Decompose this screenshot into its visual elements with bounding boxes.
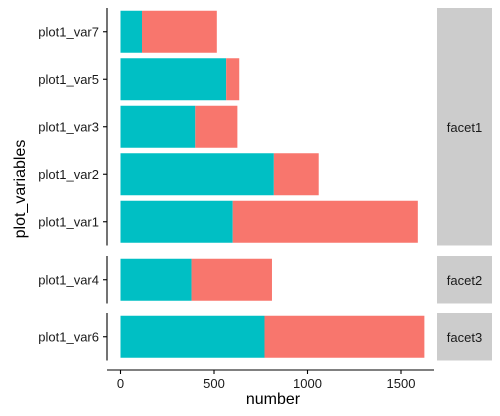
y-tick-label-plot1_var6: plot1_var6 (38, 329, 99, 344)
y-tick-label-plot1_var7: plot1_var7 (38, 24, 99, 39)
bar-segment-salmon-plot1_var6 (264, 315, 425, 358)
y-tick-label-plot1_var4: plot1_var4 (38, 272, 99, 287)
x-axis-title: number (246, 391, 301, 408)
bar-segment-teal-plot1_var7 (120, 10, 143, 53)
facet-strip (437, 256, 492, 304)
facet-panel-2: facet2 plot1_var4 (38, 256, 492, 304)
facet-strip-label: facet3 (447, 330, 482, 345)
bar-segment-teal-plot1_var5 (120, 58, 227, 101)
bar-segment-teal-plot1_var1 (120, 200, 233, 243)
bar-segment-salmon-plot1_var7 (142, 10, 217, 53)
y-tick-label-plot1_var1: plot1_var1 (38, 214, 99, 229)
bar-segment-salmon-plot1_var2 (273, 153, 319, 196)
y-tick-label-plot1_var5: plot1_var5 (38, 72, 99, 87)
bar-segment-teal-plot1_var3 (120, 105, 196, 148)
y-axis-title: plot_variables (12, 140, 29, 239)
facet-panel-3: facet3 plot1_var6 (38, 313, 492, 361)
x-tick-label: 500 (203, 376, 225, 391)
facets-layer: facet1plot1_var1plot1_var2plot1_var3plot… (38, 8, 492, 361)
y-tick-label-plot1_var3: plot1_var3 (38, 119, 99, 134)
bar-segment-salmon-plot1_var1 (232, 200, 418, 243)
x-tick-label: 1500 (387, 376, 416, 391)
bar-segment-salmon-plot1_var4 (191, 258, 272, 301)
facet-panel-1: facet1 plot1_var1 plot1_var2 plot1_var3 plot… (38, 8, 492, 246)
bar-segment-salmon-plot1_var3 (195, 105, 238, 148)
bar-segment-teal-plot1_var2 (120, 153, 274, 196)
x-axis: 0 500 1000 1500 (107, 369, 434, 391)
x-tick-label: 0 (117, 376, 124, 391)
x-tick-label: 1000 (293, 376, 322, 391)
facet-strip (437, 313, 492, 361)
y-tick-label-plot1_var2: plot1_var2 (38, 167, 99, 182)
facet-strip (437, 8, 492, 246)
facet-strip-label: facet1 (447, 120, 482, 135)
facet-strip-label: facet2 (447, 273, 482, 288)
bar-segment-teal-plot1_var4 (120, 258, 192, 301)
bar-segment-salmon-plot1_var5 (226, 58, 240, 101)
bar-segment-teal-plot1_var6 (120, 315, 265, 358)
